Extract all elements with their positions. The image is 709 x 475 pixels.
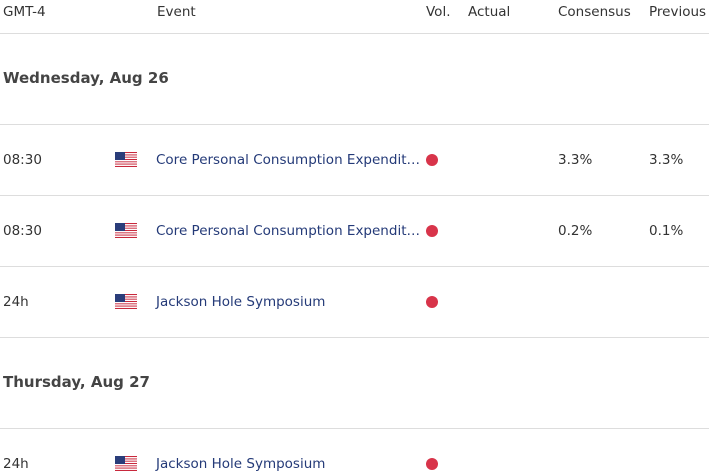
us-flag (115, 152, 137, 167)
previous: 3.3% (649, 152, 684, 168)
column-header: Actual (468, 4, 511, 20)
column-header: Vol. (426, 4, 451, 20)
event-time: 24h (3, 456, 29, 472)
volatility-dot (426, 458, 438, 470)
consensus: 0.2% (558, 223, 593, 239)
divider (0, 337, 709, 338)
us-flag (115, 294, 137, 309)
divider (0, 266, 709, 267)
country-flag (115, 152, 137, 167)
column-header: Consensus (558, 4, 631, 20)
previous: 0.1% (649, 223, 684, 239)
country-flag (115, 223, 137, 238)
column-header: Previous (649, 4, 707, 20)
volatility-dot (426, 225, 438, 237)
event-name[interactable]: Core Personal Consumption Expendit… (156, 152, 420, 168)
event-time: 08:30 (3, 223, 42, 239)
event-name[interactable]: Jackson Hole Symposium (156, 294, 326, 310)
event-name[interactable]: Jackson Hole Symposium (156, 456, 326, 472)
us-flag (115, 223, 137, 238)
volatility-dot (426, 296, 438, 308)
divider (0, 124, 709, 125)
country-flag (115, 456, 137, 471)
event-name[interactable]: Core Personal Consumption Expendit… (156, 223, 420, 239)
country-flag (115, 294, 137, 309)
column-header: GMT-4 (3, 4, 46, 20)
column-header: Event (157, 4, 196, 20)
divider (0, 33, 709, 34)
event-time: 08:30 (3, 152, 42, 168)
us-flag (115, 456, 137, 471)
consensus: 3.3% (558, 152, 593, 168)
event-time: 24h (3, 294, 29, 310)
divider (0, 195, 709, 196)
day-title: Wednesday, Aug 26 (3, 69, 169, 87)
day-title: Thursday, Aug 27 (3, 373, 150, 391)
divider (0, 428, 709, 429)
volatility-dot (426, 154, 438, 166)
